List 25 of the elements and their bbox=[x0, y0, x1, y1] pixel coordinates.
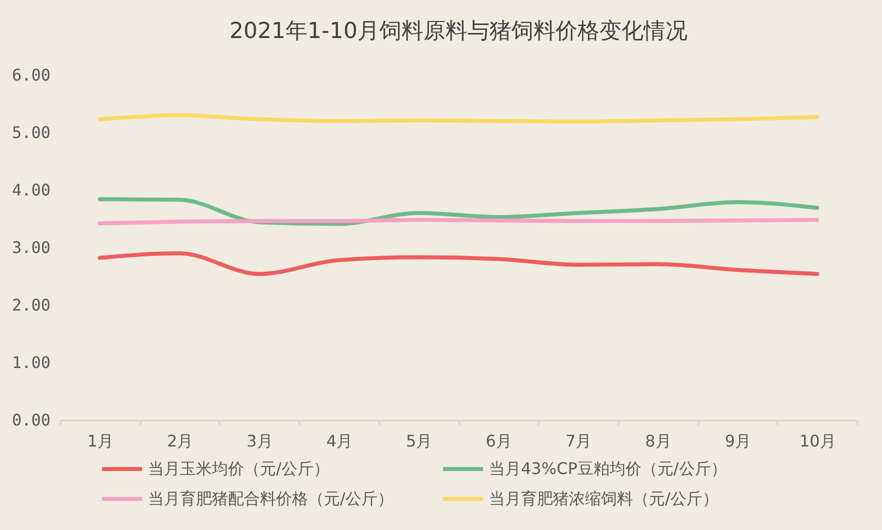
y-tick-label: 2.00 bbox=[12, 296, 50, 314]
y-tick-label: 5.00 bbox=[12, 123, 50, 142]
y-tick-label: 3.00 bbox=[12, 238, 50, 257]
x-tick-label: 10月 bbox=[799, 432, 836, 450]
x-tick-label: 8月 bbox=[645, 432, 672, 450]
x-tick-label: 5月 bbox=[406, 432, 432, 450]
legend-label: 当月育肥猪浓缩饲料（元/公斤） bbox=[489, 489, 718, 508]
x-tick-label: 7月 bbox=[565, 432, 592, 450]
x-tick-label: 4月 bbox=[326, 432, 353, 450]
legend-label: 当月玉米均价（元/公斤） bbox=[148, 459, 330, 478]
y-tick-label: 0.00 bbox=[12, 410, 50, 430]
y-tick-label: 1.00 bbox=[12, 353, 50, 372]
y-tick-label: 4.00 bbox=[12, 180, 50, 200]
x-tick-label: 9月 bbox=[724, 432, 752, 450]
x-tick-label: 1月 bbox=[87, 432, 114, 450]
x-tick-label: 2月 bbox=[166, 432, 194, 450]
x-tick-label: 6月 bbox=[486, 432, 512, 450]
x-tick-label: 3月 bbox=[246, 432, 273, 450]
line-series bbox=[98, 197, 820, 226]
y-tick-label: 6.00 bbox=[12, 66, 50, 84]
legend-label: 当月育肥猪配合料价格（元/公斤） bbox=[148, 489, 394, 508]
chart-title: 2021年1-10月饲料原料与猪饲料价格变化情况 bbox=[230, 19, 688, 44]
legend-label: 当月43%CP豆粕均价（元/公斤） bbox=[489, 459, 727, 478]
line-series bbox=[98, 113, 820, 124]
line-series bbox=[98, 251, 820, 276]
